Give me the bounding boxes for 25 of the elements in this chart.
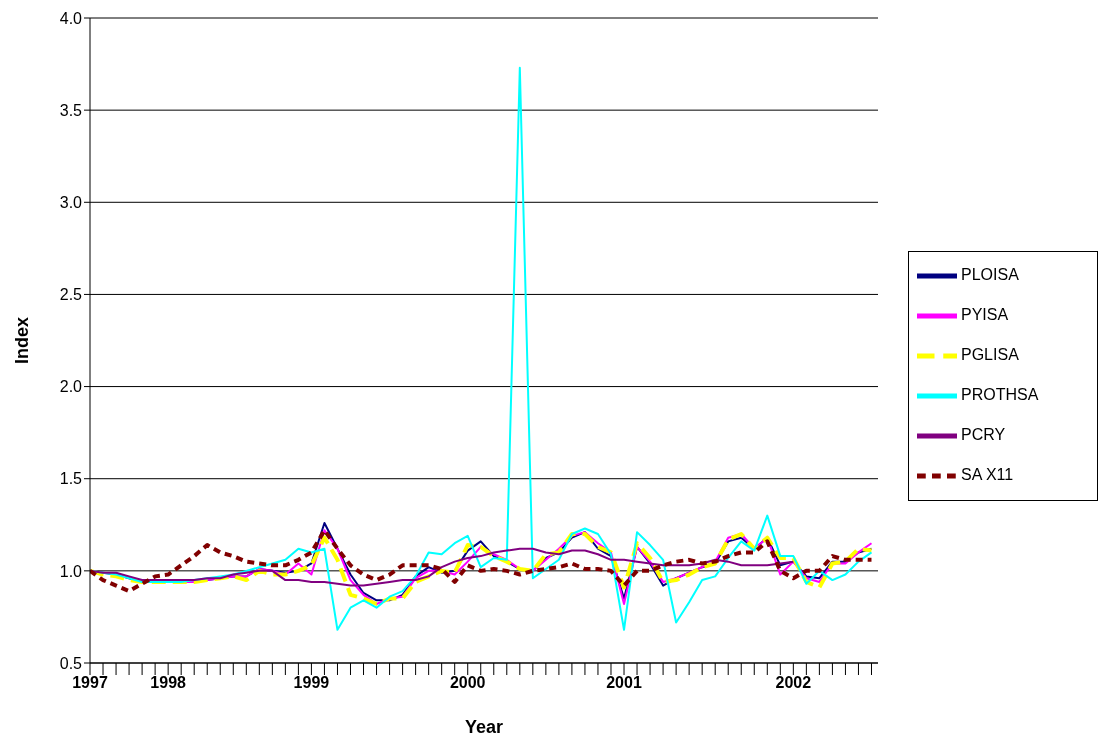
- y-tick-label: 3.0: [59, 193, 83, 211]
- legend-label: PROTHSA: [961, 385, 1039, 403]
- y-tick-label: 2.0: [59, 378, 83, 396]
- line-series: [90, 532, 874, 607]
- y-tick-label: 2.5: [59, 286, 83, 304]
- legend-label: PYISA: [961, 305, 1009, 323]
- x-tick-label: 2000: [449, 674, 486, 692]
- y-tick-label: 1.0: [59, 562, 83, 580]
- x-tick-label: 1997: [72, 674, 108, 692]
- x-tick-label: 1999: [293, 674, 330, 692]
- y-tick-label: 3.5: [59, 101, 83, 119]
- legend-label: PLOISA: [961, 265, 1019, 283]
- y-tick-label: 1.5: [59, 470, 83, 488]
- legend-label: PGLISA: [961, 345, 1019, 363]
- legend-label: SA X11: [961, 465, 1014, 483]
- y-tick-label: 4.0: [59, 9, 83, 27]
- line-series: [90, 528, 874, 594]
- x-tick-label: 2001: [606, 674, 642, 692]
- y-axis-title: Index: [12, 316, 33, 365]
- y-tick-label: 0.5: [59, 654, 83, 672]
- line-series: [90, 547, 795, 587]
- x-tick-label: 2002: [775, 674, 812, 692]
- x-tick-label: 1998: [150, 674, 187, 692]
- legend-label: PCRY: [961, 425, 1006, 443]
- x-axis-title: Year: [464, 717, 504, 737]
